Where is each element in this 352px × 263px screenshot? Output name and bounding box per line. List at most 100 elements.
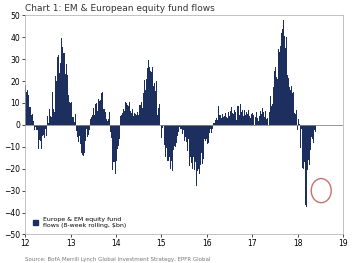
Bar (87, 125, 88, 137)
Bar (34, 125, 35, 130)
Bar (197, 125, 198, 171)
Bar (38, 125, 39, 149)
Bar (50, 116, 51, 125)
Bar (48, 123, 49, 125)
Bar (216, 118, 218, 125)
Bar (283, 19, 284, 125)
Bar (41, 125, 42, 149)
Bar (37, 125, 38, 130)
Bar (259, 116, 260, 125)
Bar (221, 119, 222, 125)
Bar (145, 90, 146, 125)
Bar (279, 55, 281, 125)
Bar (72, 117, 73, 125)
Bar (250, 118, 251, 125)
Bar (255, 117, 256, 125)
Bar (150, 71, 151, 125)
Bar (143, 93, 144, 125)
Bar (161, 125, 162, 138)
Bar (107, 121, 108, 125)
Bar (214, 123, 215, 125)
Bar (252, 113, 253, 125)
Bar (82, 125, 83, 156)
Bar (77, 125, 78, 138)
Bar (152, 83, 153, 125)
Bar (200, 125, 201, 165)
Text: Source: BofA Merrill Lynch Global Investment Strategy, EPFR Global: Source: BofA Merrill Lynch Global Invest… (25, 257, 210, 262)
Bar (215, 120, 216, 125)
Bar (172, 125, 173, 171)
Bar (300, 125, 301, 148)
Bar (203, 125, 204, 159)
Bar (45, 125, 46, 129)
Bar (269, 112, 270, 125)
Bar (99, 101, 100, 125)
Bar (177, 125, 178, 136)
Bar (248, 110, 249, 125)
Bar (212, 125, 213, 129)
Bar (179, 125, 180, 127)
Bar (53, 109, 54, 125)
Bar (247, 114, 248, 125)
Bar (126, 103, 127, 125)
Text: Chart 1: EM & European equity fund flows: Chart 1: EM & European equity fund flows (25, 4, 215, 13)
Bar (27, 90, 28, 125)
Bar (232, 113, 233, 125)
Bar (251, 114, 252, 125)
Bar (294, 113, 295, 125)
Bar (308, 125, 309, 160)
Bar (86, 125, 87, 129)
Bar (106, 119, 107, 125)
Bar (245, 115, 246, 125)
Bar (123, 109, 124, 125)
Bar (270, 96, 271, 125)
Bar (78, 125, 79, 143)
Bar (222, 111, 224, 125)
Bar (282, 29, 283, 125)
Bar (154, 83, 155, 125)
Bar (261, 114, 262, 125)
Bar (267, 118, 268, 125)
Bar (263, 112, 264, 125)
Bar (59, 73, 60, 125)
Bar (39, 125, 40, 140)
Bar (33, 121, 34, 125)
Bar (52, 92, 53, 125)
Bar (289, 87, 290, 125)
Bar (89, 112, 90, 125)
Bar (176, 125, 177, 143)
Bar (25, 85, 26, 125)
Bar (76, 125, 77, 131)
Bar (246, 112, 247, 125)
Bar (193, 125, 194, 157)
Bar (134, 113, 135, 125)
Bar (30, 107, 31, 125)
Bar (303, 125, 304, 169)
Bar (122, 113, 123, 125)
Bar (29, 107, 30, 125)
Bar (115, 125, 116, 174)
Bar (125, 102, 126, 125)
Bar (299, 124, 300, 125)
Bar (224, 116, 225, 125)
Bar (266, 119, 267, 125)
Bar (55, 76, 56, 125)
Bar (156, 81, 157, 125)
Bar (218, 106, 219, 125)
Bar (184, 125, 185, 141)
Bar (173, 125, 174, 150)
Bar (136, 115, 137, 125)
Bar (92, 115, 93, 125)
Bar (147, 68, 148, 125)
Bar (120, 116, 121, 125)
Bar (182, 125, 183, 134)
Bar (56, 81, 57, 125)
Bar (117, 125, 118, 149)
Bar (175, 125, 176, 147)
Bar (141, 102, 142, 125)
Bar (206, 125, 207, 139)
Bar (265, 110, 266, 125)
Bar (26, 92, 27, 125)
Bar (140, 105, 141, 125)
Bar (148, 60, 149, 125)
